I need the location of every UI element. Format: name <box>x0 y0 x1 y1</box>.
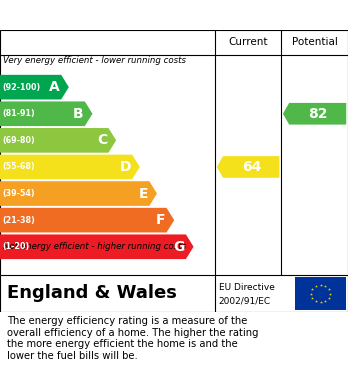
Polygon shape <box>0 181 157 206</box>
Polygon shape <box>0 101 93 126</box>
Text: D: D <box>120 160 131 174</box>
Bar <box>295 277 346 310</box>
Text: Energy Efficiency Rating: Energy Efficiency Rating <box>7 7 217 23</box>
Text: England & Wales: England & Wales <box>7 285 177 303</box>
Text: EU Directive: EU Directive <box>219 283 275 292</box>
Polygon shape <box>0 128 116 152</box>
Text: C: C <box>97 133 108 147</box>
Text: (69-80): (69-80) <box>3 136 35 145</box>
Text: (92-100): (92-100) <box>3 83 41 91</box>
Text: F: F <box>156 213 166 227</box>
Text: (55-68): (55-68) <box>3 162 35 172</box>
Polygon shape <box>0 154 140 179</box>
Text: (81-91): (81-91) <box>3 109 35 118</box>
Text: (21-38): (21-38) <box>3 216 35 225</box>
Text: E: E <box>139 187 148 201</box>
Polygon shape <box>0 235 193 259</box>
Text: Potential: Potential <box>292 37 338 47</box>
Text: Not energy efficient - higher running costs: Not energy efficient - higher running co… <box>3 242 187 251</box>
Text: The energy efficiency rating is a measure of the
overall efficiency of a home. T: The energy efficiency rating is a measur… <box>7 316 259 361</box>
Text: A: A <box>49 80 60 94</box>
Polygon shape <box>0 208 174 233</box>
Text: G: G <box>174 240 185 254</box>
Polygon shape <box>283 103 346 125</box>
Text: (39-54): (39-54) <box>3 189 35 198</box>
Text: Current: Current <box>228 37 268 47</box>
Text: Very energy efficient - lower running costs: Very energy efficient - lower running co… <box>3 56 187 65</box>
Text: 82: 82 <box>308 107 328 121</box>
Text: (1-20): (1-20) <box>3 242 30 251</box>
Polygon shape <box>0 75 69 99</box>
Text: 64: 64 <box>242 160 261 174</box>
Text: 2002/91/EC: 2002/91/EC <box>219 296 271 305</box>
Polygon shape <box>217 156 279 178</box>
Text: B: B <box>73 107 84 121</box>
